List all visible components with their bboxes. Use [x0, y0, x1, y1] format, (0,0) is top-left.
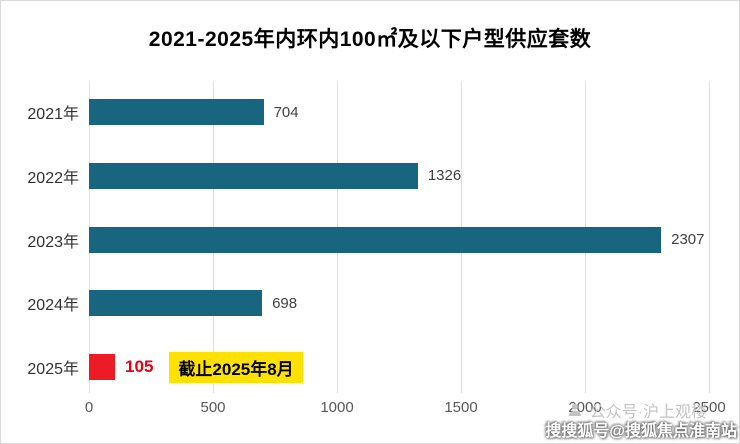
bar-rows: 2021年 704 2022年 1326 2023年 2307 2024年 698 2025年 1… [1, 86, 739, 391]
watermark-account: 公众号·沪上观楼 [567, 398, 707, 422]
bar-2024年 [89, 290, 263, 317]
value-label: 105 [125, 357, 154, 376]
y-axis-label: 2023年 [27, 233, 79, 251]
annotation-label: 截止2025年8月 [169, 351, 303, 383]
bar-track: 698 [89, 289, 709, 317]
x-tick-label: 1500 [444, 399, 478, 416]
value-label: 704 [273, 103, 299, 121]
y-axis-label: 2022年 [27, 169, 79, 187]
bar-row: 2025年 105 截止2025年8月 [1, 351, 739, 383]
watermark-account-text: 公众号·沪上观楼 [589, 404, 707, 421]
bar-2021年 [89, 99, 264, 125]
person-icon [567, 402, 583, 418]
y-axis-label: 2021年 [27, 106, 79, 123]
bar-2023年 [89, 226, 662, 253]
bar-track: 105 截止2025年8月 [89, 351, 709, 383]
bar-track: 1326 [89, 162, 709, 190]
chart-title: 2021-2025年内环内100㎡及以下户型供应套数 [148, 28, 592, 51]
value-label: 1326 [427, 167, 462, 185]
bar-2025年 [89, 354, 116, 380]
y-axis-label: 2024年 [27, 297, 79, 315]
x-tick-label: 0 [84, 399, 94, 416]
value-label: 698 [272, 294, 298, 312]
x-tick-label: 1000 [320, 399, 354, 416]
bar-row: 2023年 2307 [1, 226, 739, 254]
bar-track: 704 [89, 98, 709, 126]
bar-row: 2022年 1326 [1, 162, 739, 190]
bar-row: 2024年 698 [1, 289, 739, 317]
watermark-corner: 搜搜狐号@搜狐焦点淮南站 [545, 423, 737, 440]
gridline [709, 81, 710, 393]
bar-2022年 [89, 162, 418, 189]
bar-track: 2307 [89, 226, 709, 254]
x-tick-label: 500 [200, 399, 226, 416]
bar-row: 2021年 704 [1, 98, 739, 126]
y-axis-label: 2025年 [27, 361, 79, 378]
x-tick-label: 2500 [692, 399, 726, 416]
value-label: 2307 [671, 231, 705, 248]
